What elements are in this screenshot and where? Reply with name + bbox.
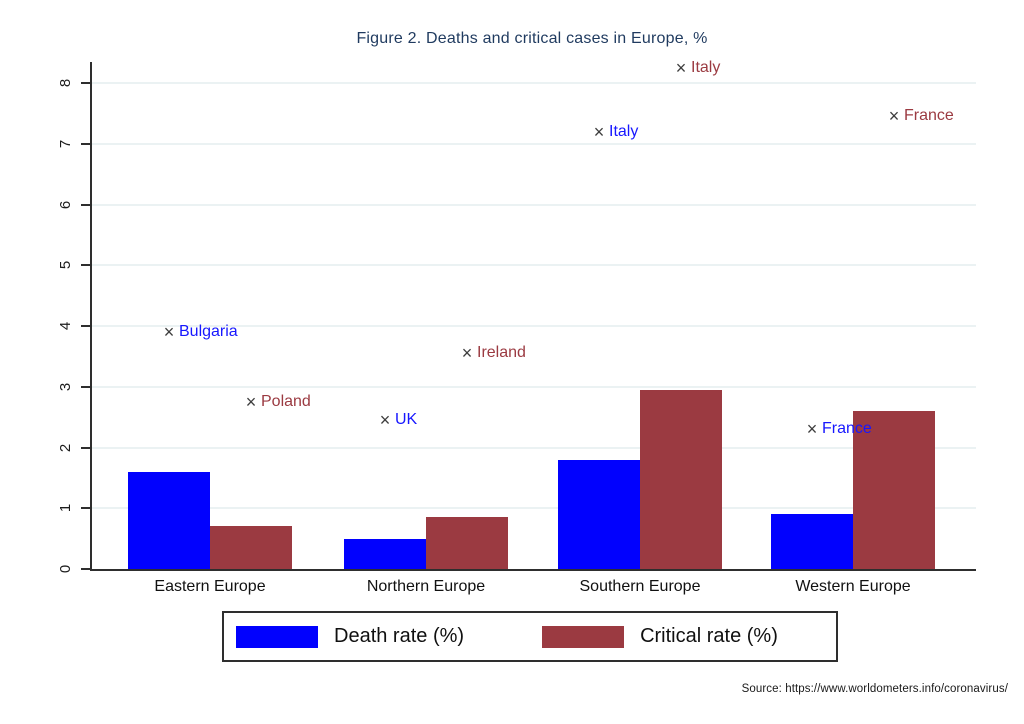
y-tick-label-8: 8 <box>56 78 74 88</box>
scatter-marker-italy-death: × <box>593 121 605 142</box>
scatter-label-uk-death: UK <box>395 411 418 429</box>
chart-legend: Death rate (%) Critical rate (%) <box>222 611 838 662</box>
x-category-label-northern-europe: Northern Europe <box>366 578 486 595</box>
y-tick-label-2: 2 <box>56 443 74 452</box>
y-tick-label-3: 3 <box>56 382 74 391</box>
chart-title: Figure 2. Deaths and critical cases in E… <box>356 30 708 47</box>
death-rate-swatch <box>236 625 318 648</box>
scatter-label-poland-critical: Poland <box>261 392 311 410</box>
gridline-1 <box>90 507 976 510</box>
legend-item-death-rate: Death rate (%) <box>236 625 464 648</box>
x-category-label-western-europe: Western Europe <box>795 578 911 595</box>
bar-death-rate--eastern-europe <box>128 471 210 569</box>
y-tick-7 <box>81 142 90 145</box>
scatter-label-france-critical: France <box>904 107 954 125</box>
scatter-label-italy-critical: Italy <box>691 58 721 76</box>
gridline-4 <box>90 325 976 327</box>
scatter-marker-ireland-critical: × <box>461 343 473 364</box>
gridline-6 <box>90 203 976 206</box>
scatter-label-france-death: France <box>822 420 872 438</box>
legend-label-critical-rate: Critical rate (%) <box>640 625 778 647</box>
bar-death-rate--northern-europe <box>344 538 426 569</box>
y-tick-8 <box>81 82 90 84</box>
x-category-label-eastern-europe: Eastern Europe <box>154 578 266 595</box>
gridline-3 <box>90 385 976 388</box>
scatter-marker-uk-death: × <box>379 410 391 431</box>
y-tick-4 <box>81 325 90 327</box>
y-tick-label-1: 1 <box>56 504 74 513</box>
y-axis-line <box>90 62 92 571</box>
scatter-marker-poland-critical: × <box>245 391 257 412</box>
scatter-marker-italy-critical: × <box>675 57 687 78</box>
x-axis-line <box>90 569 976 571</box>
y-tick-6 <box>81 203 90 206</box>
bar-critical-rate--western-europe <box>853 411 935 569</box>
y-tick-label-4: 4 <box>56 321 74 331</box>
y-tick-label-7: 7 <box>56 139 74 148</box>
y-tick-5 <box>81 264 90 267</box>
bar-critical-rate--eastern-europe <box>210 526 292 569</box>
gridline-5 <box>90 264 976 267</box>
y-tick-label-5: 5 <box>56 261 74 270</box>
gridline-8 <box>90 82 976 84</box>
bar-death-rate--southern-europe <box>558 459 640 569</box>
y-tick-1 <box>81 507 90 510</box>
critical-rate-swatch <box>542 625 625 648</box>
scatter-label-bulgaria-death: Bulgaria <box>179 323 238 341</box>
scatter-marker-bulgaria-death: × <box>163 322 175 343</box>
source-note: Source: https://www.worldometers.info/co… <box>741 683 1008 695</box>
y-tick-0 <box>81 568 90 570</box>
scatter-marker-france-critical: × <box>888 106 900 127</box>
scatter-label-italy-death: Italy <box>609 122 639 140</box>
bar-critical-rate--southern-europe <box>640 389 722 569</box>
x-category-label-southern-europe: Southern Europe <box>579 578 701 595</box>
scatter-marker-france-death: × <box>806 419 818 440</box>
scatter-label-ireland-critical: Ireland <box>477 344 526 362</box>
gridline-2 <box>90 446 976 449</box>
bar-critical-rate--northern-europe <box>426 517 508 569</box>
bar-death-rate--western-europe <box>771 514 853 569</box>
y-tick-label-0: 0 <box>56 564 74 574</box>
y-tick-3 <box>81 385 90 388</box>
legend-item-critical-rate: Critical rate (%) <box>542 625 778 648</box>
gridline-7 <box>90 142 976 145</box>
y-tick-label-6: 6 <box>56 200 74 209</box>
legend-label-death-rate: Death rate (%) <box>334 625 465 647</box>
y-tick-2 <box>81 446 90 449</box>
